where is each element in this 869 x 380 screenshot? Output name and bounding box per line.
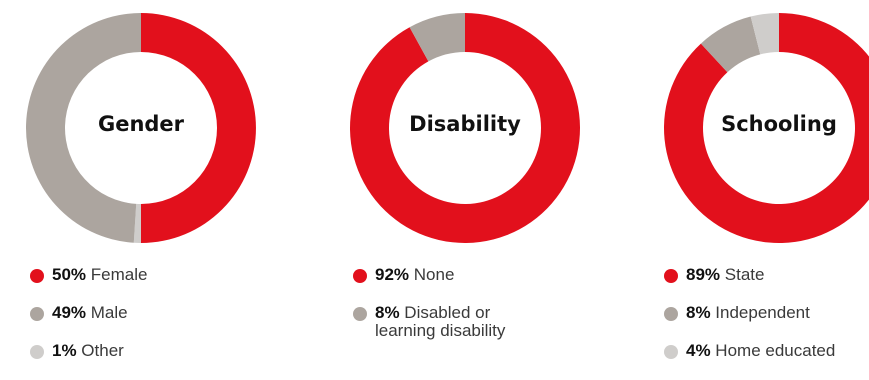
legend-dot-icon — [353, 307, 367, 321]
donut-slice-none — [350, 13, 580, 243]
legend-item: 92% None — [353, 266, 505, 284]
legend-item: 1% Other — [30, 342, 147, 360]
legend-label: Disabled or learning disability — [375, 303, 506, 340]
legend-item: 8% Independent — [664, 304, 835, 322]
schooling-donut — [664, 13, 869, 243]
donut-slice-disabled-or-learning-disability — [409, 12, 465, 62]
legend-percent: 89% — [686, 265, 721, 284]
legend-label: Female — [86, 265, 148, 284]
legend-label: Other — [76, 341, 124, 360]
gender-donut — [26, 13, 256, 243]
legend-percent: 49% — [52, 303, 87, 322]
gender-chart-title: Gender — [97, 112, 185, 136]
disability-donut — [350, 12, 580, 243]
legend-dot-icon — [664, 307, 678, 321]
legend-dot-icon — [30, 269, 44, 283]
schooling-chart-panel: Schooling 89% State 8% Independent 4% Home… — [664, 0, 869, 379]
legend-percent: 8% — [686, 303, 711, 322]
legend-percent: 50% — [52, 265, 87, 284]
legend-label: Independent — [710, 303, 810, 322]
legend-percent: 1% — [52, 341, 77, 360]
legend-dot-icon — [353, 269, 367, 283]
schooling-legend: 89% State 8% Independent 4% Home educated — [664, 266, 835, 380]
donut-slice-male — [26, 13, 141, 243]
legend-dot-icon — [664, 345, 678, 359]
legend-item: 4% Home educated — [664, 342, 835, 360]
legend-label: Home educated — [710, 341, 836, 360]
legend-item: 49% Male — [30, 304, 147, 322]
legend-item: 50% Female — [30, 266, 147, 284]
disability-legend: 92% None 8% Disabled or learning disabili… — [353, 266, 505, 360]
legend-label: Male — [86, 303, 128, 322]
legend-label: None — [409, 265, 455, 284]
donut-slice-other — [133, 203, 141, 243]
legend-item: 8% Disabled or learning disability — [353, 304, 505, 340]
legend-percent: 4% — [686, 341, 711, 360]
donut-slice-state — [664, 13, 869, 243]
legend-dot-icon — [30, 307, 44, 321]
legend-item: 89% State — [664, 266, 835, 284]
donut-slice-home-educated — [750, 13, 779, 55]
legend-dot-icon — [30, 345, 44, 359]
legend-dot-icon — [664, 269, 678, 283]
legend-percent: 8% — [375, 303, 400, 322]
legend-label: State — [720, 265, 765, 284]
disability-chart-panel: Disability 92% None 8% Disabled or learni… — [350, 0, 590, 379]
disability-chart-title: Disability — [409, 112, 521, 136]
gender-chart-panel: Gender 50% Female 49% Male 1% Other — [26, 0, 266, 379]
donut-slice-independent — [700, 16, 761, 73]
gender-legend: 50% Female 49% Male 1% Other — [30, 266, 147, 380]
schooling-chart-title: Schooling — [721, 112, 837, 136]
donut-slice-female — [141, 13, 256, 243]
legend-percent: 92% — [375, 265, 410, 284]
